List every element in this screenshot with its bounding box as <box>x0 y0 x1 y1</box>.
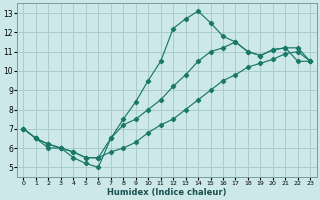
X-axis label: Humidex (Indice chaleur): Humidex (Indice chaleur) <box>107 188 227 197</box>
